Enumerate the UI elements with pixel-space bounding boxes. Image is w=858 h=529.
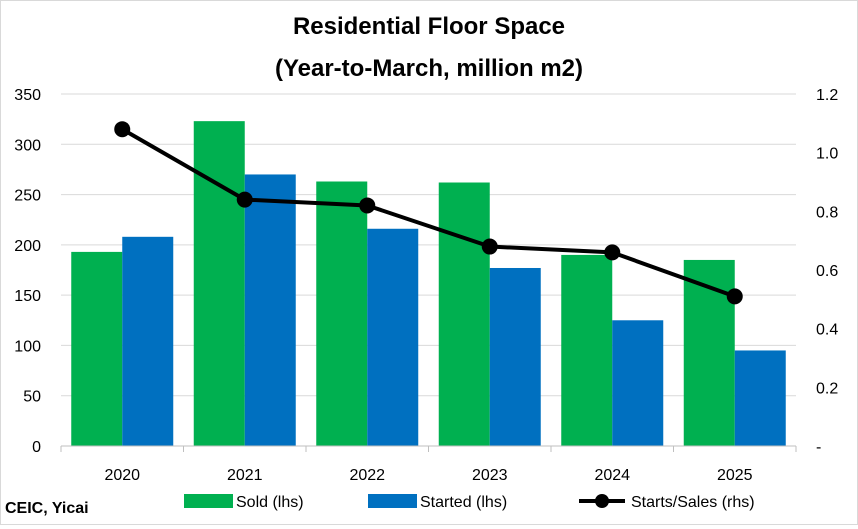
legend-swatch-started: [368, 494, 417, 508]
starts-sales-marker: [726, 288, 743, 305]
bar-started: [489, 267, 541, 446]
legend-label: Starts/Sales (rhs): [631, 494, 755, 511]
y-left-tick-label: 100: [14, 338, 41, 355]
y-left-tick-label: 250: [14, 188, 41, 205]
x-tick-label: 2021: [227, 467, 263, 484]
y-left-tick-label: 150: [14, 288, 41, 305]
legend: Sold (lhs) Started (lhs) Starts/Sales (rhs…: [184, 494, 755, 511]
bar-sold: [683, 259, 735, 446]
legend-swatch-sold: [184, 494, 233, 508]
y-right-tick-label: 0.6: [816, 263, 838, 280]
starts-sales-marker: [604, 244, 621, 261]
bar-sold: [438, 182, 490, 446]
y-right-tick-label: -: [816, 439, 821, 456]
y-right-tick-label: 1.0: [816, 146, 838, 163]
axes: 0 50 100 150 200 250 300 350 - 0.2 0.4 0.6 0.8 1.0 1.2…: [14, 87, 838, 484]
starts-sales-line: [121, 127, 736, 299]
bar-started: [244, 174, 296, 446]
y-left-tick-label: 200: [14, 238, 41, 255]
y-left-tick-label: 0: [32, 439, 41, 456]
bar-series: [71, 121, 786, 447]
chart-subtitle: (Year-to-March, million m2): [275, 55, 583, 82]
gridlines: [61, 93, 796, 397]
starts-sales-marker: [236, 191, 253, 208]
chart-title: Residential Floor Space: [293, 13, 565, 40]
starts-sales-marker: [481, 238, 498, 255]
x-tick-label: 2020: [104, 467, 140, 484]
bar-sold: [316, 181, 368, 447]
legend-swatch-marker: [595, 494, 609, 508]
bar-sold: [71, 251, 123, 446]
y-right-tick-label: 0.8: [816, 204, 838, 221]
source-note: CEIC, Yicai: [5, 500, 89, 517]
y-right-tick-label: 1.2: [816, 87, 838, 104]
legend-label: Sold (lhs): [236, 494, 304, 511]
starts-sales-marker: [359, 197, 376, 214]
bar-started: [612, 320, 664, 446]
bar-started: [734, 350, 786, 446]
y-left-tick-label: 300: [14, 137, 41, 154]
x-tick-label: 2022: [349, 467, 385, 484]
x-tick-label: 2023: [472, 467, 508, 484]
x-tick-label: 2025: [717, 467, 753, 484]
legend-label: Started (lhs): [420, 494, 507, 511]
bar-sold: [561, 254, 613, 446]
y-left-tick-label: 50: [23, 389, 41, 406]
bar-started: [122, 236, 174, 446]
bar-sold: [193, 121, 245, 446]
y-right-tick-label: 0.4: [816, 322, 838, 339]
y-right-tick-label: 0.2: [816, 380, 838, 397]
starts-sales-marker: [114, 121, 131, 138]
x-tick-label: 2024: [594, 467, 630, 484]
bar-started: [367, 228, 419, 446]
y-left-tick-label: 350: [14, 87, 41, 104]
line-series: [114, 121, 743, 305]
